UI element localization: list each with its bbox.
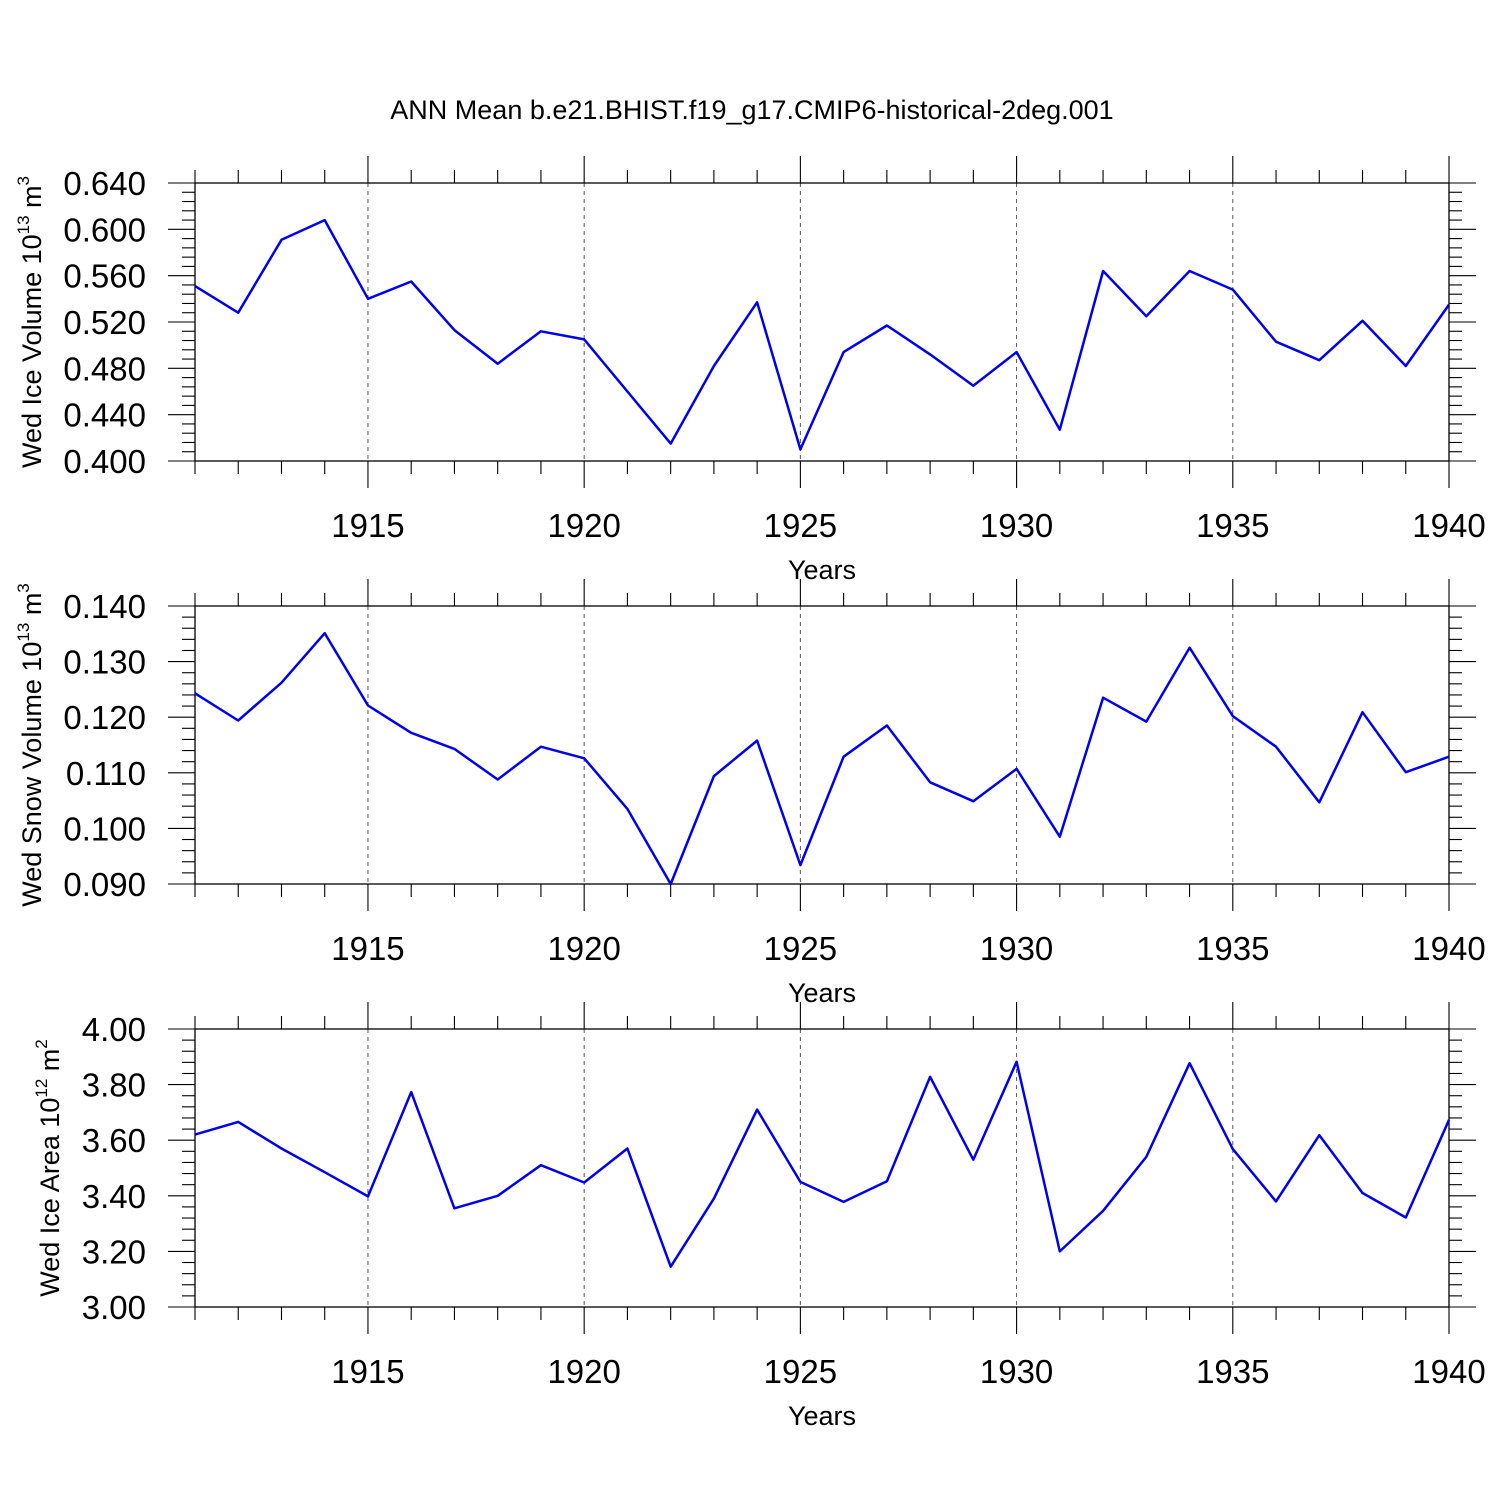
- plot-frame: [194, 605, 1450, 885]
- x-tick-label: 1915: [331, 930, 404, 967]
- y-axis-label-exponent: 12: [32, 1079, 51, 1098]
- x-tick-label: 1920: [547, 507, 620, 544]
- y-tick-label: 0.110: [66, 755, 146, 792]
- x-tick-label: 1935: [1196, 507, 1269, 544]
- y-axis-label: Wed Ice Area 1012 m2: [32, 1039, 65, 1297]
- y-axis-label-unit-exponent: 3: [14, 176, 33, 185]
- series-line: [194, 631, 1450, 886]
- x-tick-label: 1915: [331, 1353, 404, 1390]
- x-tick-label: 1930: [980, 1353, 1053, 1390]
- y-axis-label-exponent: 13: [14, 623, 33, 642]
- x-tick-label: 1930: [980, 930, 1053, 967]
- x-axis-label: Years: [788, 978, 856, 1008]
- y-axis-label: Wed Snow Volume 1013 m3: [14, 583, 47, 907]
- series-line: [194, 1060, 1451, 1268]
- x-tick-label: 1920: [547, 930, 620, 967]
- y-tick-label: 3.20: [82, 1233, 146, 1270]
- x-tick-label: 1940: [1412, 930, 1485, 967]
- x-tick-label: 1930: [980, 507, 1053, 544]
- y-tick-label: 3.60: [82, 1122, 146, 1159]
- y-tick-label: 0.400: [63, 443, 146, 480]
- y-tick-label: 3.80: [82, 1067, 146, 1104]
- y-tick-label: 0.140: [63, 588, 146, 625]
- x-tick-label: 1925: [764, 1353, 837, 1390]
- y-axis-label-exponent: 13: [14, 215, 33, 234]
- y-tick-label: 0.640: [63, 165, 146, 202]
- y-tick-label: 0.130: [63, 644, 146, 681]
- x-tick-label: 1940: [1412, 1353, 1485, 1390]
- panels: 0.400 0.440 0.480 0.520 0.560 0.600 0.640 1915 1…: [14, 156, 1486, 1431]
- y-axis-label: Wed Ice Volume 1013 m3: [14, 176, 47, 468]
- x-tick-label: 1925: [764, 507, 837, 544]
- y-axis-label-unit-exponent: 2: [32, 1039, 51, 1048]
- y-tick-label: 3.40: [82, 1178, 146, 1215]
- y-tick-label: 0.100: [63, 810, 146, 847]
- y-tick-label: 0.440: [63, 397, 146, 434]
- y-axis-label-text: Wed Snow Volume 10: [17, 642, 47, 907]
- x-tick-label: 1935: [1196, 930, 1269, 967]
- y-axis-label-unit: m: [17, 593, 47, 623]
- x-tick-label: 1940: [1412, 507, 1485, 544]
- y-axis-label-text: Wed Ice Area 10: [35, 1098, 65, 1297]
- y-tick-label: 0.600: [63, 211, 146, 248]
- y-tick-label: 4.00: [82, 1011, 146, 1048]
- chart-title: ANN Mean b.e21.BHIST.f19_g17.CMIP6-histo…: [390, 95, 1113, 125]
- x-axis-label: Years: [788, 1401, 856, 1431]
- panel-1: 0.400 0.440 0.480 0.520 0.560 0.600 0.640 1915 1…: [14, 156, 1486, 585]
- y-axis-label-unit-exponent: 3: [14, 583, 33, 592]
- panel-3: 3.00 3.20 3.40 3.60 3.80 4.00 1915 1920 1925 1930…: [32, 1002, 1486, 1431]
- plot-frame: [194, 1028, 1450, 1308]
- panel-2: 0.090 0.100 0.110 0.120 0.130 0.140 1915 1920 19…: [14, 579, 1486, 1008]
- y-tick-label: 0.480: [63, 350, 146, 387]
- y-tick-label: 3.00: [82, 1289, 146, 1326]
- y-tick-label: 0.560: [63, 258, 146, 295]
- x-tick-label: 1935: [1196, 1353, 1269, 1390]
- x-axis-label: Years: [788, 555, 856, 585]
- x-tick-label: 1920: [547, 1353, 620, 1390]
- x-tick-label: 1915: [331, 507, 404, 544]
- y-axis-label-unit: m: [17, 185, 47, 215]
- y-tick-label: 0.520: [63, 304, 146, 341]
- x-tick-label: 1925: [764, 930, 837, 967]
- y-tick-label: 0.120: [63, 699, 146, 736]
- y-tick-label: 0.090: [63, 866, 146, 903]
- y-axis-label-unit: m: [35, 1049, 65, 1079]
- series-line: [194, 218, 1451, 451]
- y-axis-label-text: Wed Ice Volume 10: [17, 234, 47, 468]
